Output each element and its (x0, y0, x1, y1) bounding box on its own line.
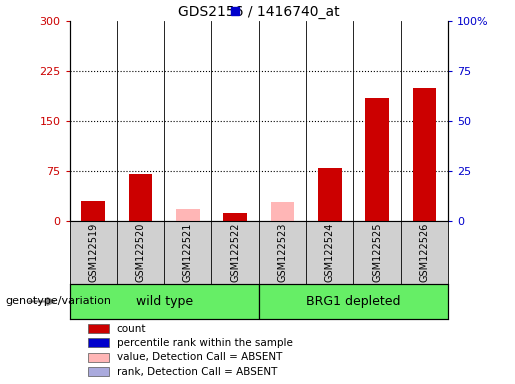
Text: GSM122526: GSM122526 (419, 223, 430, 282)
Text: wild type: wild type (135, 295, 193, 308)
Bar (129, 174, 152, 221)
Title: GDS2156 / 1416740_at: GDS2156 / 1416740_at (178, 5, 339, 19)
Bar (318, 167, 341, 221)
Text: GSM122521: GSM122521 (183, 223, 193, 282)
Text: GSM122525: GSM122525 (372, 223, 382, 282)
Bar (259, 284, 448, 319)
Text: GSM122522: GSM122522 (230, 223, 240, 282)
Text: percentile rank within the sample: percentile rank within the sample (117, 338, 293, 348)
Text: count: count (117, 323, 146, 334)
Text: GSM122523: GSM122523 (278, 223, 287, 282)
Bar (89, 353, 109, 362)
Bar (70, 284, 259, 319)
Text: genotype/variation: genotype/variation (5, 296, 111, 306)
Text: value, Detection Call = ABSENT: value, Detection Call = ABSENT (117, 352, 282, 362)
Bar (270, 202, 294, 221)
Bar (89, 338, 109, 348)
Text: GSM122524: GSM122524 (325, 223, 335, 282)
Text: BRG1 depleted: BRG1 depleted (306, 295, 401, 308)
Bar (224, 213, 247, 221)
Bar (81, 201, 105, 221)
Text: GSM122519: GSM122519 (88, 223, 98, 282)
Bar (89, 367, 109, 376)
Bar (176, 209, 200, 221)
Bar (89, 324, 109, 333)
Bar (413, 88, 436, 221)
Text: GSM122520: GSM122520 (135, 223, 146, 282)
Bar (365, 98, 389, 221)
Text: rank, Detection Call = ABSENT: rank, Detection Call = ABSENT (117, 367, 277, 377)
